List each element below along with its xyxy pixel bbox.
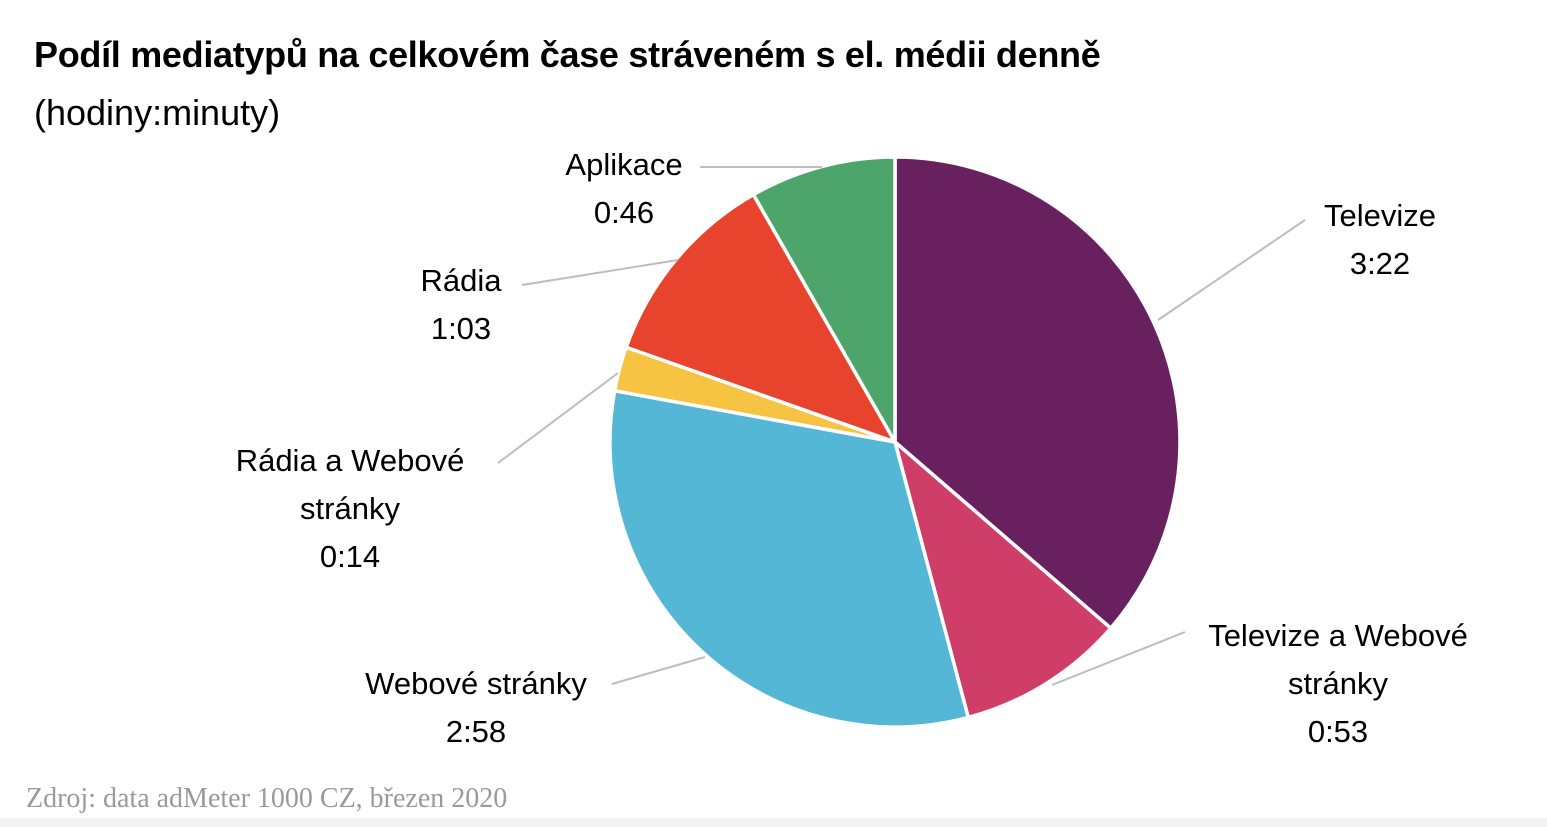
leader-line (611, 656, 706, 685)
slice-name: Webové stránky (365, 666, 587, 701)
slice-name: stránky (1288, 666, 1388, 701)
leader-line (497, 372, 619, 464)
slice-label: Rádia 1:03 (421, 263, 503, 346)
bottom-bar (0, 818, 1547, 827)
slice-label: Televize 3:22 (1324, 198, 1436, 281)
slice-name: stránky (300, 491, 400, 526)
slice-value: 0:53 (1308, 714, 1368, 749)
leader-lines (497, 166, 1306, 686)
pie-slice (891, 436, 1114, 720)
leader-line (1157, 219, 1306, 321)
pie-slice (608, 388, 971, 729)
slice-name: Aplikace (565, 147, 682, 182)
slice-name: Rádia (421, 263, 503, 298)
pie-slices (608, 155, 1182, 729)
slice-label: Rádia a Webové stránky 0:14 (236, 443, 465, 574)
slice-label: Webové stránky 2:58 (365, 666, 587, 749)
leader-line (1051, 631, 1186, 686)
chart-title: Podíl mediatypů na celkovém čase stráven… (34, 34, 1101, 75)
slice-value: 0:14 (320, 539, 380, 574)
slice-label: Televize a Webové stránky 0:53 (1208, 618, 1468, 749)
chart-subtitle: (hodiny:minuty) (34, 92, 281, 133)
slice-name: Televize (1324, 198, 1436, 233)
source-note: Zdroj: data adMeter 1000 CZ, březen 2020 (26, 783, 508, 814)
slice-value: 2:58 (446, 714, 506, 749)
slice-value: 1:03 (431, 311, 491, 346)
slice-name: Televize a Webové (1208, 618, 1468, 653)
slice-labels: Televize 3:22 Televize a Webové stránky 0:53… (236, 147, 1468, 749)
slice-name: Rádia a Webové (236, 443, 465, 478)
leader-line (521, 259, 679, 286)
pie-slice (893, 155, 1182, 631)
slice-value: 0:46 (594, 195, 654, 230)
slice-label: Aplikace 0:46 (565, 147, 682, 230)
slice-value: 3:22 (1350, 246, 1410, 281)
